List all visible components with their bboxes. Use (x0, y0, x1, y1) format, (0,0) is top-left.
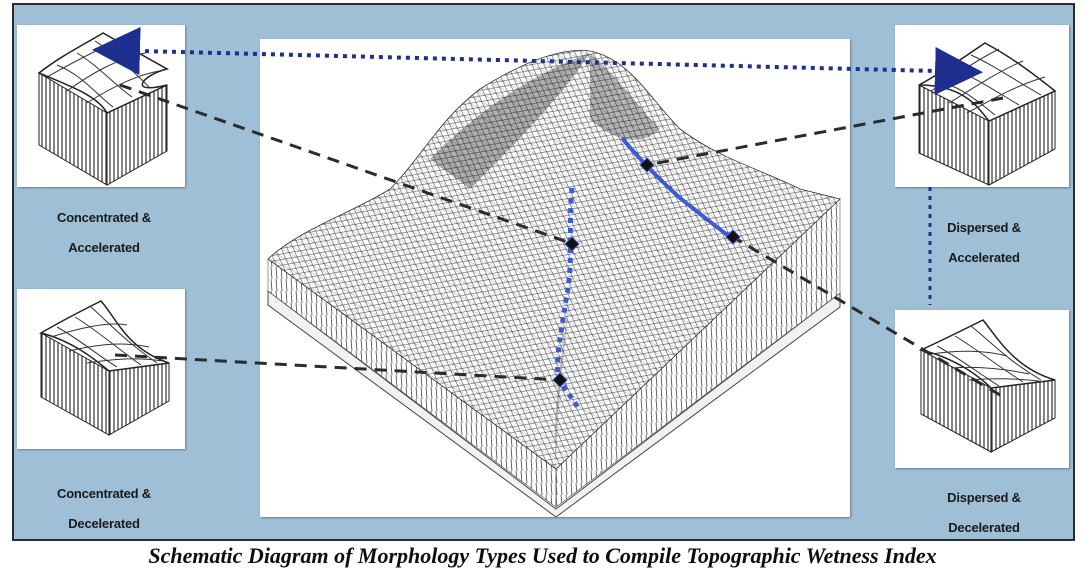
point-marker-1 (564, 236, 580, 252)
point-marker-2 (552, 372, 568, 388)
dashed-connector-bottom-right (732, 235, 1001, 397)
dashed-connector-top-right (646, 96, 1004, 167)
dotted-arrow-top (92, 27, 983, 95)
point-marker-4 (725, 229, 741, 245)
block-dispersed-decelerated (895, 310, 1069, 468)
flow-path-dispersed (620, 136, 736, 242)
label-dispersed-accelerated: Dispersed & Accelerated (947, 220, 1021, 265)
terrain-panel (260, 39, 850, 517)
diagram-caption: Schematic Diagram of Morphology Types Us… (148, 543, 937, 568)
dashed-connector-top-left (119, 83, 574, 246)
concentrated-decelerated-block-icon (39, 300, 170, 436)
label-dispersed-decelerated: Dispersed & Decelerated (947, 490, 1021, 535)
dashed-connector-bottom-left (114, 353, 561, 382)
label-concentrated-decelerated: Concentrated & Decelerated (57, 486, 151, 531)
dispersed-decelerated-block-icon (918, 319, 1056, 453)
point-marker-3 (639, 157, 655, 173)
block-concentrated-decelerated (17, 289, 185, 449)
label-concentrated-accelerated: Concentrated & Accelerated (57, 210, 151, 255)
